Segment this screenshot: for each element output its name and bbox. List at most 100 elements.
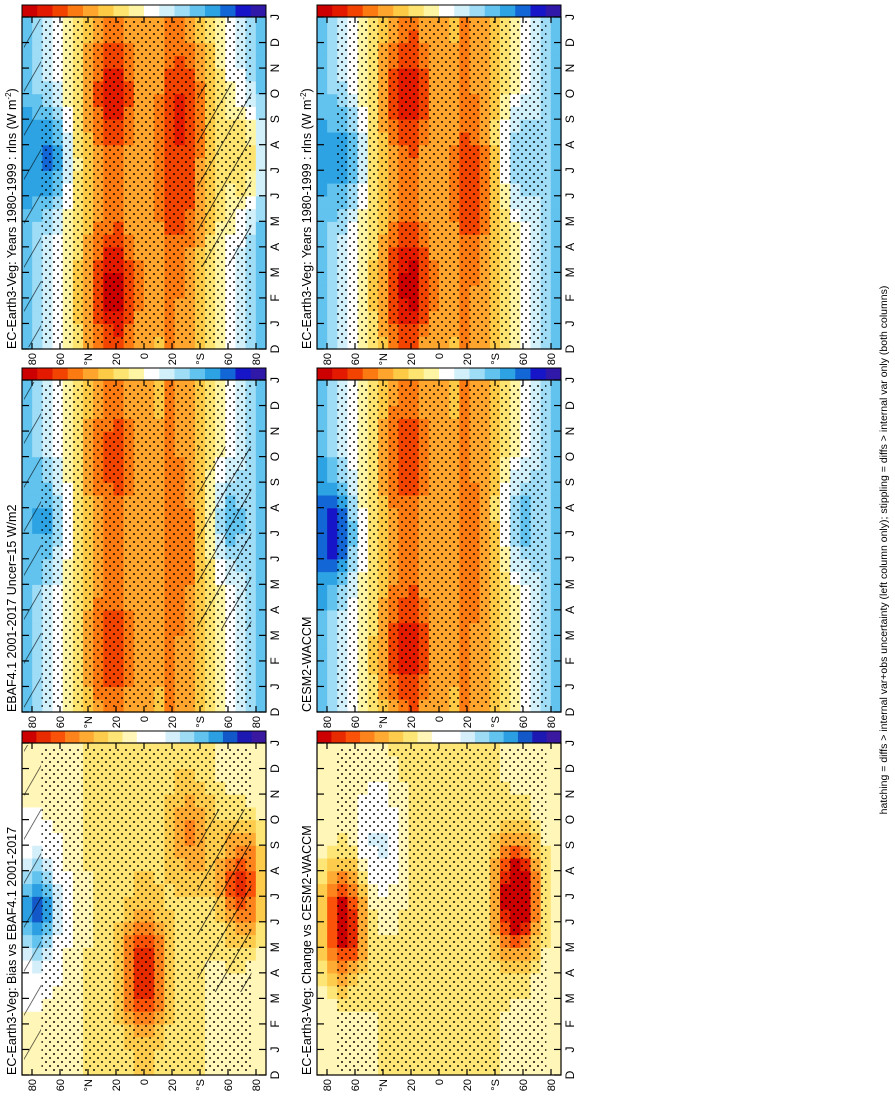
heatmap-cell <box>317 985 328 999</box>
heatmap-cell <box>255 934 267 948</box>
x-tick-label: D <box>563 707 577 716</box>
heatmap-cell <box>317 170 328 184</box>
x-tick-label: O <box>563 89 577 98</box>
y-tick-label: 80 <box>27 716 39 728</box>
x-tick-label: J <box>268 14 282 20</box>
heatmap-cell <box>255 494 267 509</box>
heatmap-cell <box>327 297 338 312</box>
y-tick-label: °S <box>195 353 207 365</box>
x-tick-label: A <box>563 606 577 614</box>
heatmap-cell <box>550 246 562 261</box>
heatmap-cell <box>550 336 562 350</box>
heatmap-cell <box>255 909 267 923</box>
heatmap-cell <box>317 768 328 782</box>
x-tick-label: J <box>268 377 282 383</box>
heatmap-cell <box>327 443 338 458</box>
heatmap-cell <box>255 819 267 833</box>
y-tick-label: °N <box>83 1079 95 1091</box>
y-tick-label: 60 <box>518 716 530 728</box>
x-tick-label: M <box>563 993 577 1003</box>
heatmap-cell <box>255 768 267 782</box>
y-tick-label: 20 <box>406 1079 418 1091</box>
heatmap-cell <box>317 380 328 394</box>
heatmap-cell <box>550 80 562 95</box>
heatmap-cell <box>317 533 328 547</box>
y-tick-label: 60 <box>223 353 235 365</box>
heatmap-cell <box>317 272 328 286</box>
panel-title: EBAF4.1 2001-2017 Uncer=15 W/m2 <box>5 505 19 712</box>
panel-title: EC-Earth3-Veg: Years 1980-1999 : rlns (W… <box>4 88 19 349</box>
heatmap-cell <box>550 1023 562 1038</box>
heatmap-cell <box>550 699 562 713</box>
x-tick-label: S <box>563 115 577 123</box>
heatmap-cell <box>255 699 267 713</box>
heatmap-cell <box>327 597 338 611</box>
x-tick-label: J <box>563 320 577 326</box>
heatmap-cell <box>550 405 562 419</box>
x-tick-label: S <box>563 478 577 486</box>
heatmap-cell <box>255 80 267 95</box>
x-tick-label: J <box>563 167 577 173</box>
heatmap-cell <box>255 507 267 522</box>
heatmap-cell <box>550 1049 562 1063</box>
heatmap-cell <box>317 660 328 675</box>
y-tick-label: 80 <box>546 353 558 365</box>
heatmap-cell <box>317 998 328 1012</box>
y-tick-label: 80 <box>251 1079 263 1091</box>
heatmap-cell <box>317 960 328 974</box>
heatmap-cell <box>550 832 562 846</box>
x-tick-label: S <box>268 478 282 486</box>
heatmap-cell <box>317 857 328 872</box>
heatmap-cell <box>327 622 338 636</box>
heatmap-cell <box>255 648 267 662</box>
x-tick-label: J <box>563 556 577 562</box>
heatmap-cell <box>550 845 562 859</box>
heatmap-cell <box>317 1062 328 1076</box>
heatmap-cell <box>550 17 562 31</box>
heatmap-cell <box>327 323 338 337</box>
stippling-overlay <box>336 384 547 708</box>
x-tick-label: J <box>268 320 282 326</box>
heatmap-cell <box>327 272 338 286</box>
y-tick-label: °S <box>195 1079 207 1091</box>
heatmap-cell <box>327 832 338 846</box>
y-tick-label: °S <box>490 353 502 365</box>
x-tick-label: J <box>268 740 282 746</box>
heatmap-cell <box>327 1023 338 1038</box>
heatmap-cell <box>327 494 338 509</box>
heatmap-cell <box>550 743 562 757</box>
heatmap-cell <box>327 883 338 897</box>
heatmap-cell <box>327 68 338 82</box>
x-tick-label: D <box>563 344 577 353</box>
heatmap-cell <box>317 584 328 598</box>
y-tick-label: 20 <box>111 353 123 365</box>
heatmap-cell <box>317 832 328 846</box>
heatmap-cell <box>255 998 267 1012</box>
heatmap-cell <box>550 934 562 948</box>
heatmap-cell <box>550 520 562 534</box>
heatmap-cell <box>327 533 338 547</box>
heatmap-cell <box>327 183 338 197</box>
stippling-overlay <box>336 747 547 1071</box>
heatmap-cell <box>255 482 267 496</box>
x-tick-label: N <box>268 64 282 73</box>
heatmap-cell <box>255 297 267 312</box>
heatmap-cell <box>317 819 328 833</box>
y-tick-label: 80 <box>322 353 334 365</box>
x-tick-label: A <box>563 969 577 977</box>
heatmap-cell <box>550 909 562 923</box>
heatmap-cell <box>550 597 562 611</box>
heatmap-cell <box>327 469 338 483</box>
heatmap-cell <box>317 571 328 585</box>
heatmap-cell <box>317 520 328 534</box>
x-tick-label: A <box>563 867 577 875</box>
heatmap-cell <box>317 870 328 885</box>
heatmap-cell <box>317 622 328 636</box>
x-tick-label: N <box>563 427 577 436</box>
heatmap-cell <box>317 883 328 897</box>
heatmap-cell <box>327 119 338 133</box>
heatmap-cell <box>317 68 328 82</box>
hatching-overlay <box>197 809 252 992</box>
heatmap-cell <box>317 195 328 210</box>
x-tick-label: M <box>563 216 577 226</box>
